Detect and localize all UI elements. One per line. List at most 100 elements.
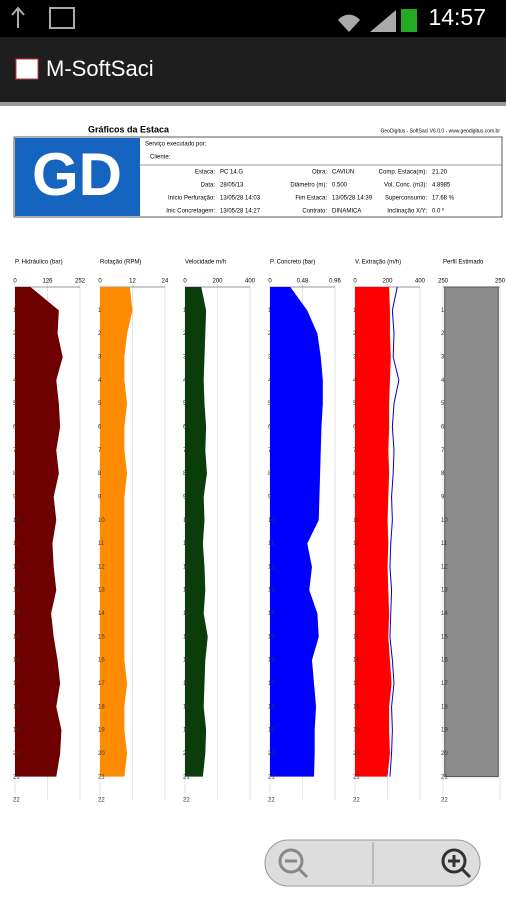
field-value: 13/05/28 14:39 [332,196,373,202]
x-tick-label: 24 [162,279,169,285]
y-tick-label: 9 [13,494,17,500]
report-title: Gráficos da Estaca [88,124,170,134]
y-tick-label: 6 [441,424,445,430]
y-tick-label: 20 [268,751,275,757]
y-tick-label: 22 [183,798,190,804]
y-tick-label: 21 [13,774,20,780]
y-tick-label: 3 [353,355,357,361]
y-tick-label: 14 [98,611,105,617]
zoom-out[interactable] [278,848,309,879]
series-area [355,287,392,777]
y-tick-label: 10 [268,518,275,524]
x-tick-label: 0.96 [329,279,341,285]
y-tick-label: 13 [98,588,105,594]
series-area [444,286,499,778]
y-tick-label: 1 [98,308,102,314]
status-bar [0,0,506,37]
y-tick-label: 15 [183,634,190,640]
y-tick-label: 6 [183,424,187,430]
y-tick-label: 11 [441,541,448,547]
y-tick-label: 3 [268,355,272,361]
y-tick-label: 5 [183,401,187,407]
y-tick-label: 3 [441,355,445,361]
y-tick-label: 22 [353,798,360,804]
x-tick-label: 400 [415,279,426,285]
y-tick-label: 17 [183,681,190,687]
y-tick-label: 11 [98,541,105,547]
y-tick-label: 8 [13,471,17,477]
y-tick-label: 18 [183,704,190,710]
y-tick-label: 20 [183,751,190,757]
y-tick-label: 4 [353,378,357,384]
y-tick-label: 21 [441,774,448,780]
y-tick-label: 22 [441,798,448,804]
y-tick-label: 16 [98,658,105,664]
y-tick-label: 20 [13,751,20,757]
x-tick-label: 200 [212,279,223,285]
y-tick-label: 8 [441,471,445,477]
y-tick-label: 20 [441,751,448,757]
y-tick-label: 17 [353,681,360,687]
field-value: DINAMICA [332,209,361,215]
y-tick-label: 3 [13,355,17,361]
y-tick-label: 20 [353,751,360,757]
y-tick-label: 12 [13,564,20,570]
y-tick-label: 16 [441,658,448,664]
y-tick-label: 12 [441,564,448,570]
y-tick-label: 17 [268,681,275,687]
y-tick-label: 13 [268,588,275,594]
y-tick-label: 10 [98,518,105,524]
field-value: 0.500 [332,183,348,189]
y-tick-label: 6 [98,424,102,430]
y-tick-label: 21 [183,774,190,780]
x-tick-label: 12 [129,279,136,285]
action-bar [0,37,506,102]
chart-title: V. Extração (m/h) [355,260,401,266]
y-tick-label: 5 [353,401,357,407]
y-tick-label: 4 [183,378,187,384]
y-tick-label: 4 [268,378,272,384]
y-tick-label: 14 [183,611,190,617]
field-label: Inclinação X/Y: [387,209,427,215]
y-tick-label: 18 [98,704,105,710]
zoom-in[interactable] [441,848,472,879]
x-tick-label: 0 [98,279,102,285]
status-icons [11,6,417,32]
y-tick-label: 14 [353,611,360,617]
y-tick-label: 19 [98,728,105,734]
y-tick-label: 9 [98,494,102,500]
header-box [13,136,503,218]
y-tick-label: 10 [183,518,190,524]
y-tick-label: 11 [268,541,275,547]
field-label: Fim Estaca: [295,196,327,202]
field-value: 28/05/13 [220,183,244,189]
y-tick-label: 2 [353,331,357,337]
y-tick-label: 9 [183,494,187,500]
y-tick-label: 17 [441,681,448,687]
x-tick-label: 250 [495,279,506,285]
y-tick-label: 2 [13,331,17,337]
y-tick-label: 16 [13,658,20,664]
y-tick-label: 13 [441,588,448,594]
x-tick-label: 0 [268,279,272,285]
y-tick-label: 17 [98,681,105,687]
bar-shadow [0,102,506,106]
y-tick-label: 2 [441,331,445,337]
y-tick-label: 5 [13,401,17,407]
y-tick-label: 1 [353,308,357,314]
y-tick-label: 21 [98,774,105,780]
y-tick-label: 3 [98,355,102,361]
chart-title: Perfil Estimado [443,260,484,266]
y-tick-label: 19 [183,728,190,734]
x-tick-label: 126 [42,279,53,285]
y-tick-label: 12 [98,564,105,570]
field-label: Contrato: [302,209,327,215]
y-tick-label: 17 [13,681,20,687]
logo [15,138,140,216]
y-tick-label: 13 [13,588,20,594]
y-tick-label: 22 [268,798,275,804]
y-tick-label: 2 [268,331,272,337]
y-tick-label: 16 [183,658,190,664]
y-tick-label: 11 [353,541,360,547]
